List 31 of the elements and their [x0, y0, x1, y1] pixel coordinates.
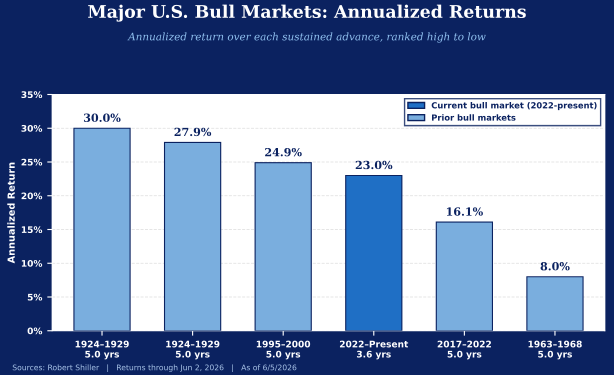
y-axis-title: Annualized Return [7, 162, 15, 264]
y-tick-label: 25% [22, 158, 42, 166]
bar [436, 222, 494, 331]
x-tick-label: 1995–2000 5.0 yrs [256, 340, 310, 360]
chart-subtitle: Annualized return over each sustained advance, ranked high to low [127, 32, 486, 43]
bar [73, 128, 131, 331]
x-tick-label: 1963–1968 5.0 yrs [528, 340, 582, 360]
legend-label: Current bull market (2022-present) [432, 102, 597, 110]
bar [526, 276, 584, 331]
data-label: 8.0% [540, 262, 570, 270]
chart-title: Major U.S. Bull Markets: Annualized Returns [88, 4, 526, 22]
x-tick-label: 1924–1929 5.0 yrs [76, 340, 129, 360]
y-tick-label: 5% [28, 294, 42, 301]
data-label: 24.9% [265, 148, 302, 156]
y-tick-label: 30% [21, 124, 42, 132]
data-label: 30.0% [84, 114, 121, 122]
x-tick-label: 2022–Present 3.6 yrs [340, 340, 408, 360]
y-tick-label: 20% [22, 192, 42, 200]
y-tick-label: 35% [21, 91, 42, 98]
x-tick-label: 2017–2022 5.0 yrs [438, 340, 491, 360]
y-tick-label: 10% [22, 260, 42, 267]
bar [254, 162, 312, 331]
bar [164, 142, 222, 331]
data-label: 16.1% [446, 207, 483, 216]
x-tick-label: 1924–1929 5.0 yrs [166, 340, 220, 360]
bar [345, 174, 402, 331]
y-tick-label: 0% [28, 327, 42, 334]
y-tick-label: 15% [22, 226, 42, 234]
data-label: 27.9% [174, 128, 212, 136]
data-label: 23.0% [356, 160, 392, 170]
legend-label: Prior bull markets [432, 114, 516, 121]
